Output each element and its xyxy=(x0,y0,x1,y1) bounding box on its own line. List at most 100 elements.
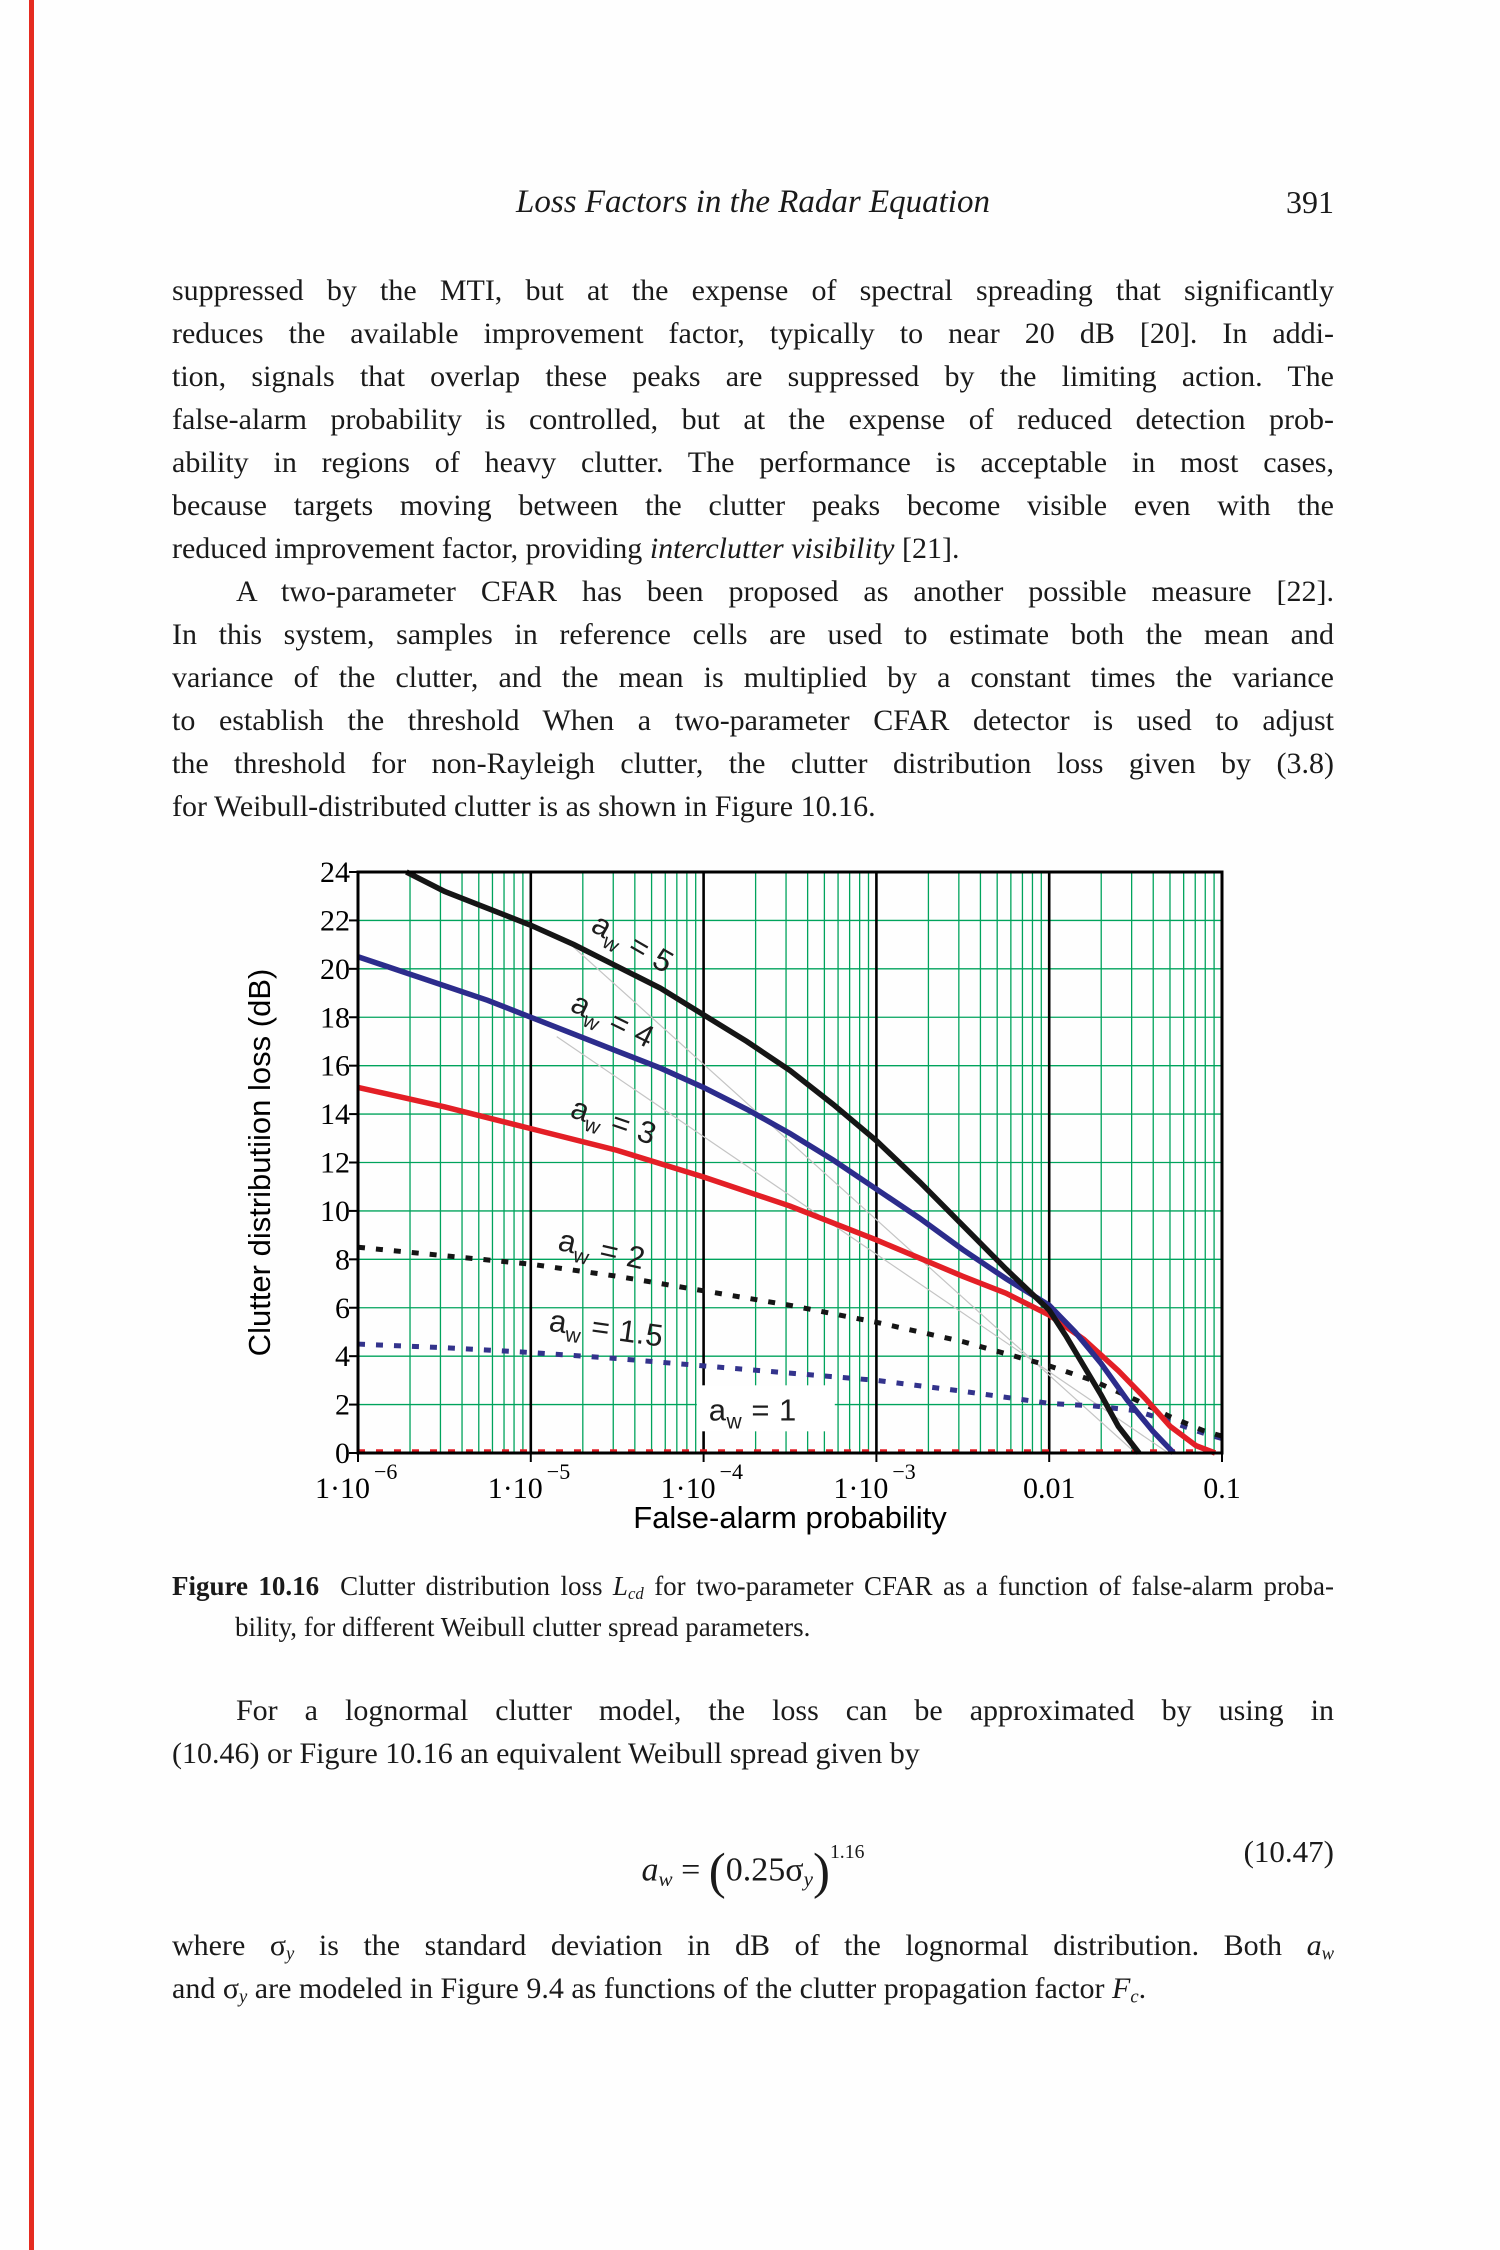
text-segment: Figure 10.16 xyxy=(172,1571,320,1601)
text-line: where σy is the standard deviation in dB… xyxy=(172,1924,1334,1967)
text-segment: suppressed by the MTI, but at the expens… xyxy=(172,274,1334,307)
text-segment: are modeled in Figure 9.4 as functions o… xyxy=(247,1972,1112,2005)
curve-label-box xyxy=(696,1385,835,1432)
y-tick-label: 0 xyxy=(335,1437,350,1470)
x-axis-title: False-alarm probability xyxy=(633,1500,947,1535)
x-tick-label: 1·10 xyxy=(661,1472,716,1505)
text-segment: y xyxy=(803,1866,813,1891)
curve-label-group: aw = 1.5 xyxy=(546,1303,666,1360)
paragraph-4: where σy is the standard deviation in dB… xyxy=(172,1924,1334,2010)
page-number: 391 xyxy=(1286,184,1334,220)
running-header: Loss Factors in the Radar Equation 391 xyxy=(172,184,1334,224)
x-tick-exponent: −4 xyxy=(720,1459,743,1484)
y-tick-label: 24 xyxy=(320,856,350,889)
text-segment: a xyxy=(1306,1929,1322,1962)
y-tick-label: 20 xyxy=(320,953,350,986)
reference-line xyxy=(556,1036,1169,1454)
y-tick-label: 18 xyxy=(320,1001,350,1034)
y-tick-label: 12 xyxy=(320,1147,350,1180)
y-tick-label: 16 xyxy=(320,1050,350,1083)
y-axis-title: Clutter distributiion loss (dB) xyxy=(242,969,277,1357)
text-line: because targets moving between the clutt… xyxy=(172,484,1334,527)
text-segment: 1.16 xyxy=(829,1841,865,1863)
text-segment: because targets moving between the clutt… xyxy=(172,489,1334,522)
text-segment: is the standard deviation in dB of the l… xyxy=(294,1929,1307,1962)
text-segment: 0.25 xyxy=(725,1851,786,1889)
x-tick-exponent: −5 xyxy=(547,1459,570,1484)
text-segment: = xyxy=(672,1851,709,1889)
text-line: for Weibull-distributed clutter is as sh… xyxy=(172,785,1334,828)
y-tick-label: 4 xyxy=(335,1340,350,1373)
running-head-title: Loss Factors in the Radar Equation xyxy=(516,184,990,220)
x-tick-label: 0.1 xyxy=(1203,1472,1241,1505)
text-line: variance of the clutter, and the mean is… xyxy=(172,656,1334,699)
text-segment: c xyxy=(1130,1986,1139,2008)
text-segment: variance of the clutter, and the mean is… xyxy=(172,661,1334,694)
text-segment: w xyxy=(658,1866,673,1891)
x-tick-exponent: −3 xyxy=(892,1459,915,1484)
x-tick-label: 1·10 xyxy=(833,1472,888,1505)
text-segment: for two-parameter CFAR as a function of … xyxy=(643,1571,1334,1601)
paragraph-3: For a lognormal clutter model, the loss … xyxy=(172,1689,1334,1775)
text-segment: In this system, samples in reference cel… xyxy=(172,618,1334,651)
text-line: and σy are modeled in Figure 9.4 as func… xyxy=(172,1967,1334,2010)
text-segment: y xyxy=(286,1943,295,1965)
text-segment: ( xyxy=(708,1843,726,1900)
text-segment: ability in regions of heavy clutter. The… xyxy=(172,446,1334,479)
figure-10-16: 0 2 4 6 8 10 12 14 16 18 20 22 24 1·10 −6 1·10 −5 1·10 −4 1… xyxy=(240,850,1260,1540)
text-segment: to establish the threshold When a two-pa… xyxy=(172,704,1334,737)
text-segment: ) xyxy=(812,1843,830,1900)
text-segment: (10.46) or Figure 10.16 an equivalent We… xyxy=(172,1737,920,1770)
text-line: For a lognormal clutter model, the loss … xyxy=(172,1689,1334,1732)
curve-label: aw = 1.5 xyxy=(546,1303,665,1360)
text-line: to establish the threshold When a two-pa… xyxy=(172,699,1334,742)
text-segment: reduces the available improvement factor… xyxy=(172,317,1334,350)
curve-aw5 xyxy=(405,869,1142,1455)
text-segment: For a lognormal clutter model, the loss … xyxy=(236,1694,1334,1727)
text-segment: the threshold for non-Rayleigh clutter, … xyxy=(172,747,1334,780)
scan-margin-line xyxy=(29,0,34,2250)
text-segment: A two-parameter CFAR has been proposed a… xyxy=(236,575,1334,608)
text-segment: false-alarm probability is controlled, b… xyxy=(172,403,1334,436)
text-segment: Clutter distribution loss xyxy=(319,1571,613,1601)
paragraph-2: A two-parameter CFAR has been proposed a… xyxy=(172,570,1334,828)
text-segment: [21]. xyxy=(894,532,960,565)
text-segment: and xyxy=(172,1972,223,2005)
text-line: ability in regions of heavy clutter. The… xyxy=(172,441,1334,484)
text-segment: where xyxy=(172,1929,270,1962)
text-line: In this system, samples in reference cel… xyxy=(172,613,1334,656)
y-tick-label: 14 xyxy=(320,1098,350,1131)
figure-10-16-chart: 0246810121416182022241·10−61·10−51·10−41… xyxy=(242,856,1241,1535)
text-line: reduces the available improvement factor… xyxy=(172,312,1334,355)
reference-line xyxy=(564,939,1137,1454)
x-tick-exponent: −6 xyxy=(374,1459,397,1484)
equation-10-47-row: aw = (0.25σy)1.16 (10.47) xyxy=(172,1812,1334,1897)
text-line: Figure 10.16 Clutter distribution loss L… xyxy=(172,1566,1334,1607)
curve-aw3 xyxy=(357,1084,1217,1456)
text-line: (10.46) or Figure 10.16 an equivalent We… xyxy=(172,1732,1334,1775)
curve-aw4 xyxy=(357,954,1176,1455)
equation-10-47: aw = (0.25σy)1.16 xyxy=(172,1812,1334,1919)
text-segment: reduced improvement factor, providing xyxy=(172,532,650,565)
text-segment: w xyxy=(1321,1943,1334,1965)
text-line: A two-parameter CFAR has been proposed a… xyxy=(172,570,1334,613)
text-segment: σ xyxy=(785,1851,804,1889)
text-line: tion, signals that overlap these peaks a… xyxy=(172,355,1334,398)
x-tick-label: 0.01 xyxy=(1023,1472,1075,1505)
text-segment: tion, signals that overlap these peaks a… xyxy=(172,360,1334,393)
curve-label-group: aw = 1 xyxy=(696,1385,835,1433)
y-tick-label: 22 xyxy=(320,904,350,937)
text-segment: bility, for different Weibull clutter sp… xyxy=(235,1612,811,1642)
x-tick-label: 1·10 xyxy=(315,1472,370,1505)
text-segment: σ xyxy=(269,1929,287,1962)
text-segment: L xyxy=(612,1571,628,1601)
y-tick-label: 10 xyxy=(320,1195,350,1228)
curve-label: aw = 1 xyxy=(709,1392,797,1433)
x-tick-label: 1·10 xyxy=(488,1472,543,1505)
y-tick-label: 8 xyxy=(335,1243,350,1276)
y-tick-label: 6 xyxy=(335,1292,350,1325)
equation-number: (10.47) xyxy=(1243,1834,1334,1869)
text-segment: . xyxy=(1138,1972,1147,2005)
paragraph-1: suppressed by the MTI, but at the expens… xyxy=(172,269,1334,570)
